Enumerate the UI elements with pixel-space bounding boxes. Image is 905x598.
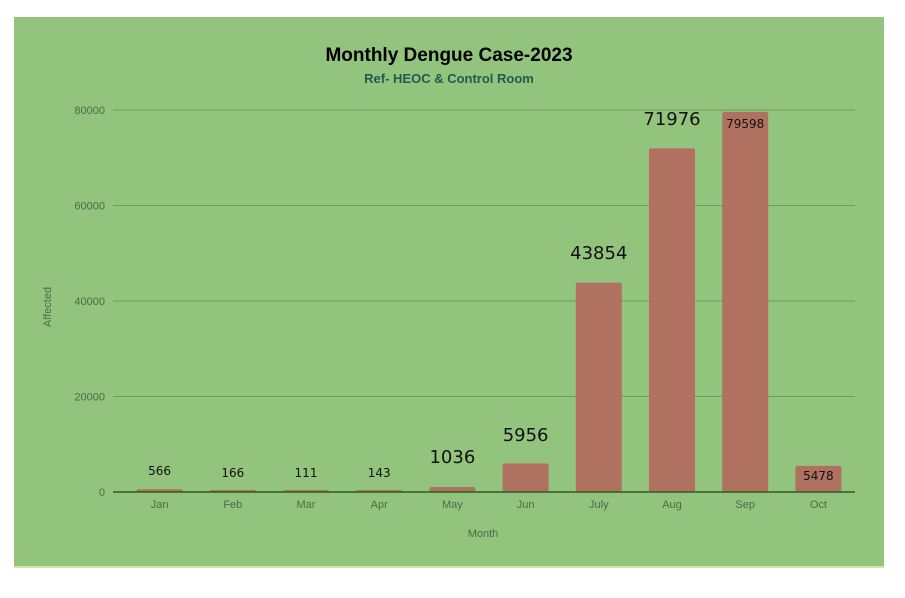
y-tick-label: 0 (99, 487, 105, 499)
y-tick-label: 20000 (74, 392, 105, 404)
data-label: 1036 (429, 447, 475, 468)
data-label: 79598 (726, 117, 764, 131)
x-tick-label: July (589, 499, 609, 511)
bar-sep (722, 111, 769, 492)
x-tick-label: Apr (371, 499, 388, 511)
x-tick-label: Aug (662, 499, 682, 511)
data-label: 111 (295, 466, 318, 480)
data-label: 71976 (643, 109, 700, 130)
x-tick-label: Feb (223, 499, 242, 511)
data-label: 166 (221, 466, 244, 480)
bar-may (429, 487, 476, 492)
bar-aug (649, 148, 695, 492)
x-tick-label: May (442, 499, 463, 511)
x-tick-label: Sep (735, 499, 755, 511)
y-tick-label: 40000 (74, 296, 105, 308)
bar-jun (502, 463, 549, 492)
data-label: 5478 (803, 469, 834, 483)
y-tick-label: 80000 (74, 105, 105, 117)
chart-title: Monthly Dengue Case-2023 (325, 45, 572, 66)
bar-oct (795, 465, 842, 492)
data-label: 143 (368, 466, 391, 480)
bars (136, 111, 842, 492)
x-axis-ticks: Jan Feb Mar Apr May Jun July Aug Sep Oct (151, 499, 827, 511)
data-label: 43854 (570, 243, 627, 264)
data-label: 566 (148, 464, 171, 478)
bar-july (575, 282, 622, 492)
x-tick-label: Jun (517, 499, 535, 511)
data-label: 5956 (503, 425, 549, 446)
y-axis-label: Affected (42, 287, 54, 327)
x-tick-label: Oct (810, 499, 827, 511)
x-tick-label: Jan (151, 499, 169, 511)
y-tick-label: 60000 (74, 201, 105, 213)
y-axis-ticks: 0 20000 40000 60000 80000 (74, 105, 105, 499)
chart-subtitle: Ref- HEOC & Control Room (364, 71, 534, 86)
data-labels: 566 166 111 143 1036 5956 43854 71976 79598 5478 (148, 109, 834, 483)
x-tick-label: Mar (297, 499, 316, 511)
panel-bottom-edge (14, 566, 884, 568)
x-axis-label: Month (468, 528, 499, 540)
